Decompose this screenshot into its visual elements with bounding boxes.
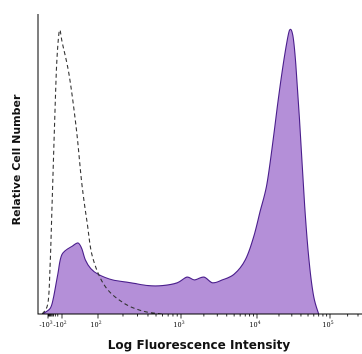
filled-histogram-area (42, 29, 319, 314)
x-tick-label: 104 (249, 320, 260, 329)
x-tick-label: -102 (53, 320, 66, 329)
y-axis-title: Relative Cell Number (10, 94, 23, 225)
x-tick-label: 105 (322, 320, 333, 329)
x-axis-ticks: -103 -102 102 103 104 105 (39, 314, 358, 329)
plot-area (38, 14, 362, 314)
x-tick-label: -103 (39, 320, 52, 329)
x-tick-label: 103 (173, 320, 184, 329)
x-tick-label: 102 (90, 320, 101, 329)
x-axis-title: Log Fluorescence Intensity (108, 338, 291, 352)
